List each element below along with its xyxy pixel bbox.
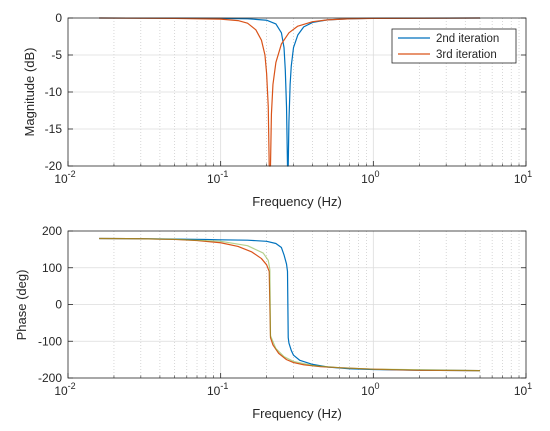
magnitude-x-tick-label: 100 — [361, 169, 379, 186]
phase-series-line-3 — [99, 237, 481, 372]
phase-series — [99, 237, 481, 372]
magnitude-x-tick-label: 101 — [514, 169, 532, 186]
phase-y-axis-label: Phase (deg) — [14, 270, 29, 341]
magnitude-y-tick-label: -10 — [45, 85, 63, 99]
phase-x-axis-label: Frequency (Hz) — [252, 406, 342, 421]
phase-plot: 10-2 10-1 100 101 200 100 0 -100 -200 Frequency … — [14, 224, 532, 421]
phase-x-tick-label: 101 — [514, 381, 532, 398]
phase-y-tick-label: 200 — [42, 224, 62, 238]
magnitude-x-axis-label: Frequency (Hz) — [252, 194, 342, 209]
phase-x-tick-label: 10-2 — [54, 381, 75, 398]
magnitude-y-tick-label: -5 — [51, 48, 62, 62]
magnitude-y-tick-label: -15 — [45, 122, 63, 136]
magnitude-x-tick-label: 10-1 — [207, 169, 228, 186]
phase-ticks: 10-2 10-1 100 101 200 100 0 -100 -200 — [38, 224, 532, 398]
magnitude-plot: 10-2 10-1 100 101 0 -5 -10 -15 -20 Frequency (Hz… — [22, 11, 532, 209]
magnitude-x-tick-label: 10-2 — [54, 169, 75, 186]
magnitude-y-tick-label: -20 — [45, 159, 63, 173]
magnitude-y-axis-label: Magnitude (dB) — [22, 48, 37, 137]
legend-label-2nd-iteration: 2nd iteration — [436, 33, 499, 45]
phase-x-tick-label: 10-1 — [207, 381, 228, 398]
legend-box — [391, 28, 517, 64]
legend-label-3rd-iteration: 3rd iteration — [436, 49, 497, 61]
phase-x-tick-label: 100 — [361, 381, 379, 398]
phase-y-tick-label: -100 — [38, 334, 62, 348]
phase-grid — [68, 231, 526, 378]
magnitude-y-tick-label: 0 — [55, 11, 62, 25]
phase-y-tick-label: 0 — [55, 298, 62, 312]
phase-y-tick-label: -200 — [38, 371, 62, 385]
legend: 2nd iteration 3rd iteration — [391, 28, 517, 64]
magnitude-ticks: 10-2 10-1 100 101 0 -5 -10 -15 -20 — [45, 11, 533, 186]
phase-y-tick-label: 100 — [42, 261, 62, 275]
